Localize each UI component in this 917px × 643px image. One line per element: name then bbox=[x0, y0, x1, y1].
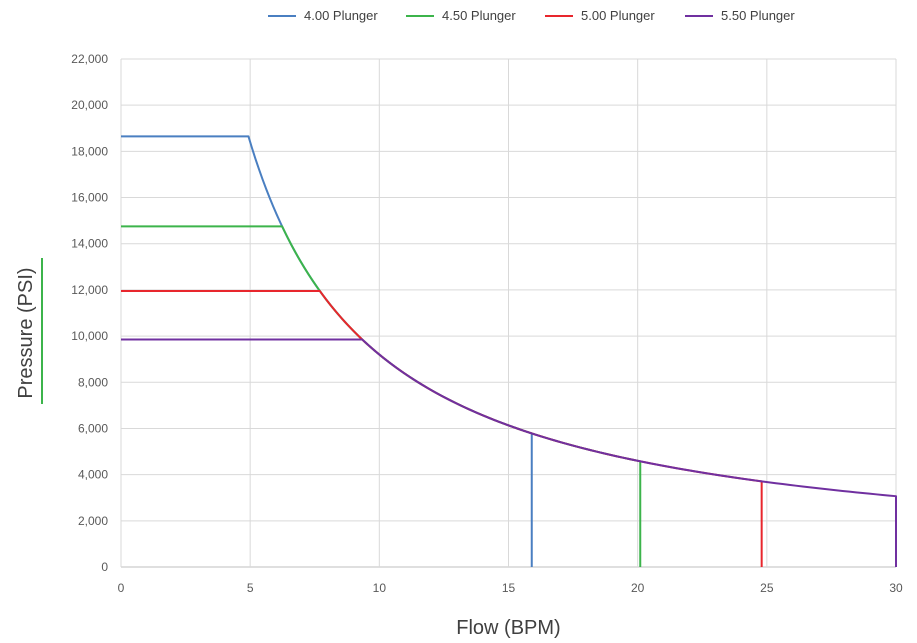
x-tick-label: 15 bbox=[502, 581, 516, 595]
legend-label: 5.00 Plunger bbox=[581, 8, 655, 23]
x-tick-label: 25 bbox=[760, 581, 774, 595]
tick-labels: 0 2,000 4,000 6,000 8,000 10,000 12,000 14,000 1… bbox=[71, 52, 903, 595]
legend-label: 4.00 Plunger bbox=[304, 8, 378, 23]
y-tick-label: 20,000 bbox=[71, 98, 108, 112]
series-line-4 bbox=[121, 338, 897, 567]
legend: 4.00 Plunger 4.50 Plunger 5.00 Plunger 5.50… bbox=[268, 8, 795, 23]
legend-label: 4.50 Plunger bbox=[442, 8, 516, 23]
series-line-3 bbox=[121, 290, 763, 567]
series-layer bbox=[121, 135, 897, 567]
x-tick-label: 20 bbox=[631, 581, 645, 595]
y-tick-label: 6,000 bbox=[78, 421, 108, 435]
x-tick-label: 30 bbox=[889, 581, 903, 595]
y-tick-label: 8,000 bbox=[78, 375, 108, 389]
y-axis-title: Pressure (PSI) bbox=[15, 267, 37, 398]
x-axis-title: Flow (BPM) bbox=[456, 617, 560, 639]
y-tick-label: 10,000 bbox=[71, 329, 108, 343]
grid-lines bbox=[120, 58, 897, 568]
y-tick-label: 16,000 bbox=[71, 191, 108, 205]
y-tick-label: 18,000 bbox=[71, 144, 108, 158]
y-tick-label: 22,000 bbox=[71, 52, 108, 66]
x-tick-label: 10 bbox=[373, 581, 387, 595]
y-tick-label: 4,000 bbox=[78, 468, 108, 482]
series-line-2 bbox=[121, 225, 642, 567]
y-tick-label: 14,000 bbox=[71, 237, 108, 251]
x-tick-label: 5 bbox=[247, 581, 254, 595]
y-tick-label: 12,000 bbox=[71, 283, 108, 297]
y-tick-label: 0 bbox=[101, 560, 108, 574]
x-tick-label: 0 bbox=[118, 581, 125, 595]
y-tick-label: 2,000 bbox=[78, 514, 108, 528]
legend-label: 5.50 Plunger bbox=[721, 8, 795, 23]
series-line-1 bbox=[121, 135, 533, 567]
